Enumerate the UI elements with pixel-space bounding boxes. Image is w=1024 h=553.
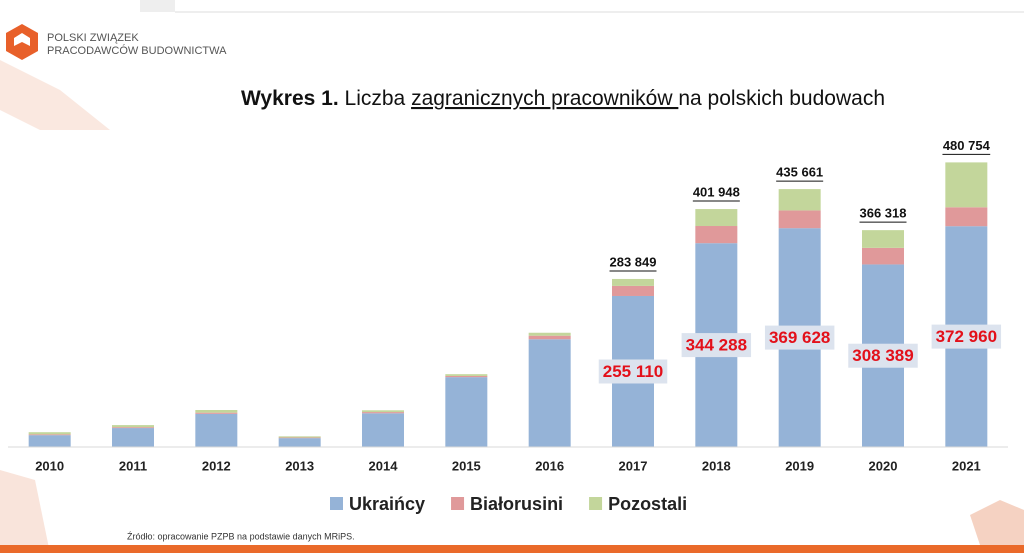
legend-label: Białorusini <box>470 494 563 514</box>
x-tick-label: 2015 <box>452 458 481 473</box>
total-label: 401 948 <box>693 184 740 199</box>
chart-title: Wykres 1. Liczba zagranicznych pracownik… <box>241 87 885 110</box>
value-label-bg <box>931 324 1002 349</box>
bar-segment <box>112 425 154 428</box>
bar-segment <box>945 162 988 208</box>
bar-segment <box>362 412 404 414</box>
x-tick-label: 2013 <box>285 458 314 473</box>
value-label: 372 960 <box>936 327 997 346</box>
logo-text: POLSKI ZWIĄZEK <box>47 32 139 44</box>
value-label-bg <box>764 325 835 350</box>
logo-text: PRACODAWCÓW BUDOWNICTWA <box>47 44 227 57</box>
total-label: 366 318 <box>860 206 907 221</box>
title-part: Liczba <box>345 87 412 110</box>
bar-segment <box>695 209 738 227</box>
bar-segment <box>945 207 988 227</box>
bar-segment <box>278 438 321 447</box>
bar-segment <box>612 278 654 286</box>
x-tick-label: 2018 <box>702 458 731 473</box>
bottom-band <box>0 545 1024 553</box>
decor <box>970 500 1024 545</box>
legend-swatch <box>451 497 465 510</box>
decor <box>0 470 50 553</box>
x-tick-label: 2012 <box>202 458 231 473</box>
x-tick-label: 2014 <box>369 458 399 473</box>
bar-segment <box>278 437 321 439</box>
bar-segment <box>362 410 404 413</box>
title-part: zagranicznych pracowników <box>411 87 678 110</box>
bar-segment <box>862 247 904 265</box>
legend-swatch <box>330 497 343 510</box>
bar-segment <box>28 432 71 435</box>
total-label: 480 754 <box>943 138 991 153</box>
total-label: 283 849 <box>610 254 657 269</box>
bar-segment <box>362 413 404 447</box>
bar-segment <box>28 435 71 447</box>
x-tick-label: 2021 <box>952 458 981 473</box>
value-label-bg <box>848 343 918 368</box>
title-part: na polskich budowach <box>678 87 885 110</box>
bar-segment <box>445 377 488 447</box>
bar-segment <box>195 412 238 414</box>
decor <box>140 0 175 12</box>
bar-segment <box>778 210 821 229</box>
bar-segment <box>695 226 738 244</box>
bar-segment <box>445 374 488 376</box>
x-tick-label: 2016 <box>535 458 564 473</box>
bar-segment <box>195 410 238 413</box>
source: Źródło: opracowanie PZPB na podstawie da… <box>127 531 355 541</box>
bar-segment <box>112 428 154 447</box>
x-tick-label: 2010 <box>35 458 64 473</box>
legend-label: Ukraińcy <box>349 494 425 514</box>
x-tick-label: 2011 <box>119 458 147 473</box>
value-label: 308 389 <box>852 346 913 365</box>
x-tick-label: 2017 <box>619 458 648 473</box>
value-label-bg <box>681 333 752 358</box>
x-tick-label: 2020 <box>869 458 898 473</box>
bar-segment <box>862 230 904 248</box>
legend-swatch <box>589 497 603 510</box>
bar-segment <box>612 285 654 296</box>
decor <box>0 60 110 130</box>
bar-segment <box>778 189 821 211</box>
bar-segment <box>528 335 571 340</box>
bar-segment <box>195 413 238 447</box>
x-tick-label: 2019 <box>785 458 814 473</box>
logo-mark <box>14 33 30 46</box>
title-part: Wykres 1. <box>241 87 339 110</box>
bar-segment <box>528 332 571 336</box>
value-label-bg <box>598 359 668 384</box>
logo: POLSKI ZWIĄZEK PRACODAWCÓW BUDOWNICTWA <box>6 24 227 60</box>
total-label: 435 661 <box>776 165 823 180</box>
bar-segment <box>112 427 154 429</box>
bar-segment <box>278 436 321 438</box>
bar-segment <box>28 434 71 436</box>
legend-label: Pozostali <box>608 494 687 514</box>
value-label: 344 288 <box>686 336 747 355</box>
bar-segment <box>528 339 571 447</box>
value-label: 369 628 <box>769 328 830 347</box>
bar-segment <box>445 375 488 378</box>
value-label: 255 110 <box>603 362 664 381</box>
plot: 2010 2011 2012 2013 2014 2015 2016 255 110 283 8… <box>8 138 1008 514</box>
